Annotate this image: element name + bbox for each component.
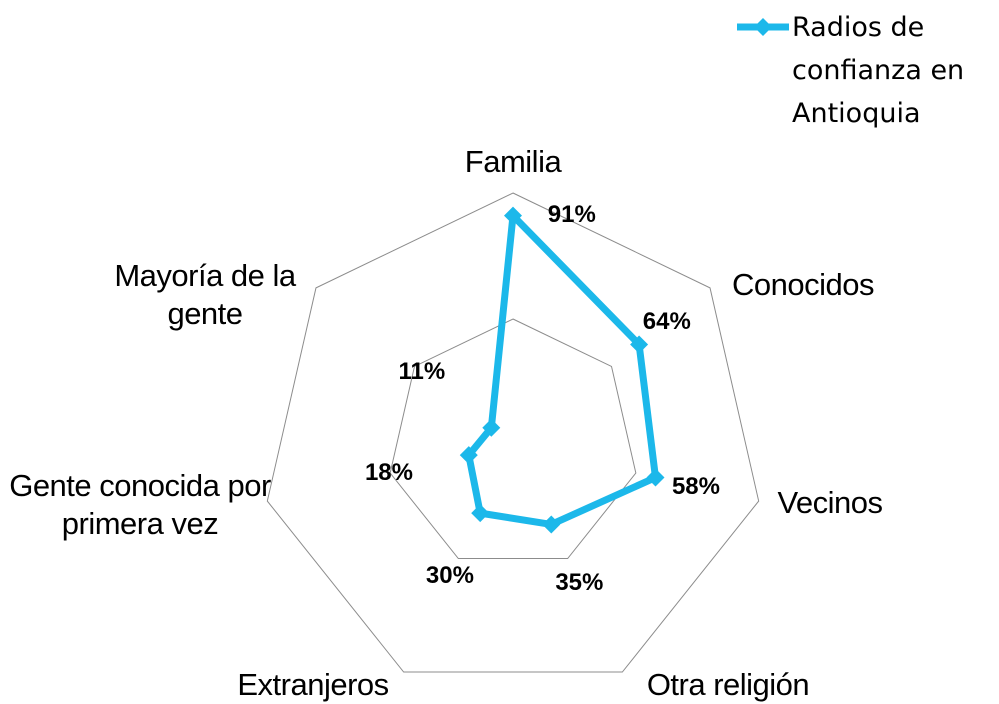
data-label: 18%	[364, 459, 413, 487]
data-point	[471, 504, 490, 523]
data-label: 58%	[671, 472, 721, 500]
data-label: 35%	[555, 568, 604, 596]
category-label: Otra religión	[646, 667, 810, 702]
data-point	[630, 335, 649, 354]
data-point	[542, 515, 561, 534]
category-label: Vecinos	[777, 485, 883, 520]
data-label: 64%	[642, 308, 691, 336]
data-point	[459, 446, 478, 465]
data-label: 91%	[547, 200, 596, 228]
legend-marker	[754, 18, 772, 36]
data-label: 11%	[398, 358, 446, 386]
grid-ring	[389, 318, 637, 560]
category-label: Extranjeros	[237, 667, 389, 702]
category-label: Gente conocida por primera vez	[9, 468, 271, 541]
data-point	[646, 468, 665, 487]
category-label: Conocidos	[732, 267, 874, 302]
legend-label: Radios de confianza en Antioquia	[792, 12, 965, 129]
category-label: Mayoría de la gente	[114, 258, 296, 331]
grid-ring	[266, 192, 760, 673]
data-point	[482, 418, 501, 437]
data-point	[504, 206, 522, 225]
category-label: Familia	[464, 144, 562, 179]
data-label: 30%	[425, 561, 474, 589]
series-line	[465, 212, 659, 528]
